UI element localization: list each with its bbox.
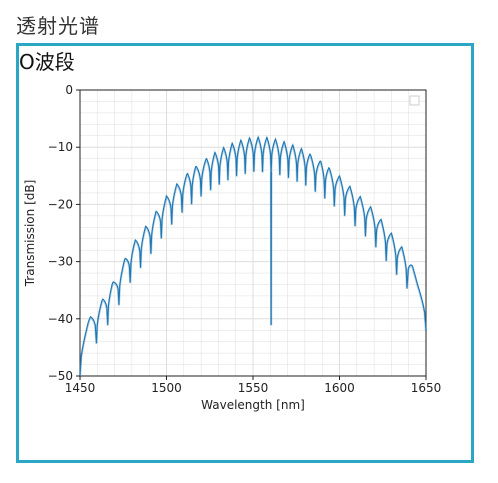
- transmission-series-shadow: [78, 134, 428, 378]
- x-tick-label: 1550: [238, 381, 269, 395]
- transmission-series-line: [79, 136, 427, 377]
- band-label: O波段: [19, 50, 75, 74]
- y-tick-label: −10: [48, 140, 73, 154]
- x-tick-label: 1650: [411, 381, 442, 395]
- y-tick-label: −20: [48, 197, 73, 211]
- series-layer: [78, 134, 428, 378]
- chart-grid: [79, 89, 427, 377]
- chart-panel-frame: [16, 43, 474, 463]
- x-axis-label: Wavelength [nm]: [201, 398, 305, 412]
- axis-ticks: 1450 1500 1550 1600 1650 0 −10 −20 −30 −40 −50: [48, 83, 442, 395]
- x-tick-label: 1600: [324, 381, 355, 395]
- x-tick-label: 1500: [151, 381, 182, 395]
- page-title: 透射光谱: [16, 14, 100, 38]
- y-tick-label: 0: [65, 83, 73, 97]
- legend-box: [409, 95, 420, 106]
- y-axis-label: Transmission [dB]: [23, 180, 37, 288]
- y-tick-label: −40: [48, 312, 73, 326]
- y-tick-label: −50: [48, 369, 73, 383]
- x-tick-label: 1450: [65, 381, 96, 395]
- y-tick-label: −30: [48, 255, 73, 269]
